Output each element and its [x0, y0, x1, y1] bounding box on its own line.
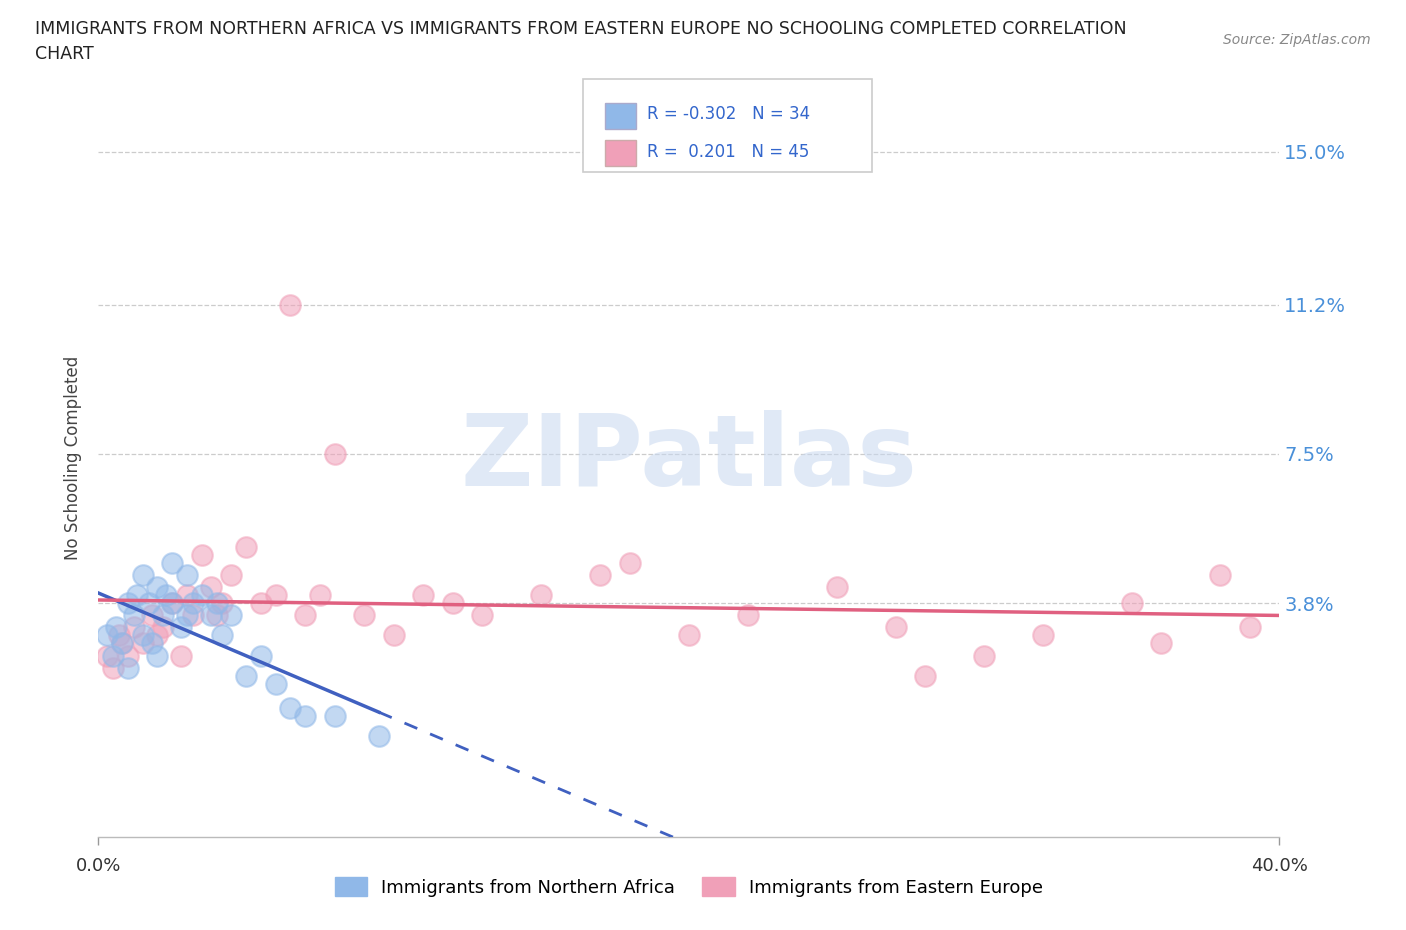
Point [309, 588, 332, 603]
Point [108, 628, 131, 643]
Point [138, 596, 160, 611]
Point [191, 588, 214, 603]
Point [221, 608, 243, 623]
Point [205, 596, 228, 611]
Point [221, 567, 243, 582]
Point [737, 608, 759, 623]
Text: ZIPatlas: ZIPatlas [461, 409, 917, 507]
Point [294, 608, 316, 623]
Point [162, 555, 183, 570]
Text: IMMIGRANTS FROM NORTHERN AFRICA VS IMMIGRANTS FROM EASTERN EUROPE NO SCHOOLING C: IMMIGRANTS FROM NORTHERN AFRICA VS IMMIG… [35, 20, 1126, 38]
Point [368, 729, 391, 744]
Text: Source: ZipAtlas.com: Source: ZipAtlas.com [1223, 33, 1371, 46]
Point [1209, 567, 1232, 582]
Point [280, 700, 302, 715]
Point [146, 579, 169, 594]
Point [530, 588, 553, 603]
Point [235, 539, 257, 554]
Point [117, 596, 139, 611]
Point [191, 548, 214, 563]
Point [1239, 620, 1261, 635]
Point [441, 596, 464, 611]
Point [884, 620, 907, 635]
Point [122, 608, 145, 623]
Point [181, 596, 204, 611]
Point [1150, 636, 1173, 651]
Point [152, 620, 174, 635]
Point [146, 648, 169, 663]
Point [211, 628, 233, 643]
Point [117, 648, 139, 663]
Point [176, 567, 198, 582]
Point [132, 567, 155, 582]
Point [170, 620, 193, 635]
Point [155, 588, 177, 603]
Point [146, 628, 169, 643]
Point [1032, 628, 1054, 643]
Point [141, 636, 163, 651]
Point [132, 636, 155, 651]
Point [323, 709, 346, 724]
Text: 40.0%: 40.0% [1251, 857, 1308, 875]
Point [200, 579, 222, 594]
Point [973, 648, 995, 663]
Point [176, 608, 198, 623]
Point [412, 588, 434, 603]
Point [122, 620, 145, 635]
Point [105, 620, 128, 635]
Point [250, 648, 273, 663]
Text: R = -0.302   N = 34: R = -0.302 N = 34 [647, 105, 810, 124]
Point [111, 636, 134, 651]
Point [103, 648, 125, 663]
Point [170, 648, 193, 663]
Point [619, 555, 641, 570]
Point [141, 608, 163, 623]
Point [96, 628, 118, 643]
Point [96, 648, 118, 663]
Point [205, 608, 228, 623]
Point [162, 596, 183, 611]
Point [181, 608, 204, 623]
Point [250, 596, 273, 611]
Point [264, 676, 287, 691]
Point [1121, 596, 1143, 611]
Point [294, 709, 316, 724]
Point [211, 596, 233, 611]
Point [264, 588, 287, 603]
Text: R =  0.201   N = 45: R = 0.201 N = 45 [647, 142, 808, 161]
Point [125, 588, 148, 603]
Text: CHART: CHART [35, 45, 94, 62]
Point [471, 608, 494, 623]
Point [353, 608, 375, 623]
Point [111, 636, 134, 651]
Point [280, 298, 302, 312]
Point [176, 588, 198, 603]
Y-axis label: No Schooling Completed: No Schooling Completed [65, 356, 83, 560]
Text: 0.0%: 0.0% [76, 857, 121, 875]
Legend: Immigrants from Northern Africa, Immigrants from Eastern Europe: Immigrants from Northern Africa, Immigra… [328, 870, 1050, 904]
Point [825, 579, 848, 594]
Point [235, 669, 257, 684]
Point [323, 446, 346, 461]
Point [103, 660, 125, 675]
Point [200, 608, 222, 623]
Point [382, 628, 405, 643]
Point [914, 669, 936, 684]
Point [162, 596, 183, 611]
Point [152, 608, 174, 623]
Point [132, 628, 155, 643]
Point [117, 660, 139, 675]
Point [589, 567, 612, 582]
Point [678, 628, 700, 643]
